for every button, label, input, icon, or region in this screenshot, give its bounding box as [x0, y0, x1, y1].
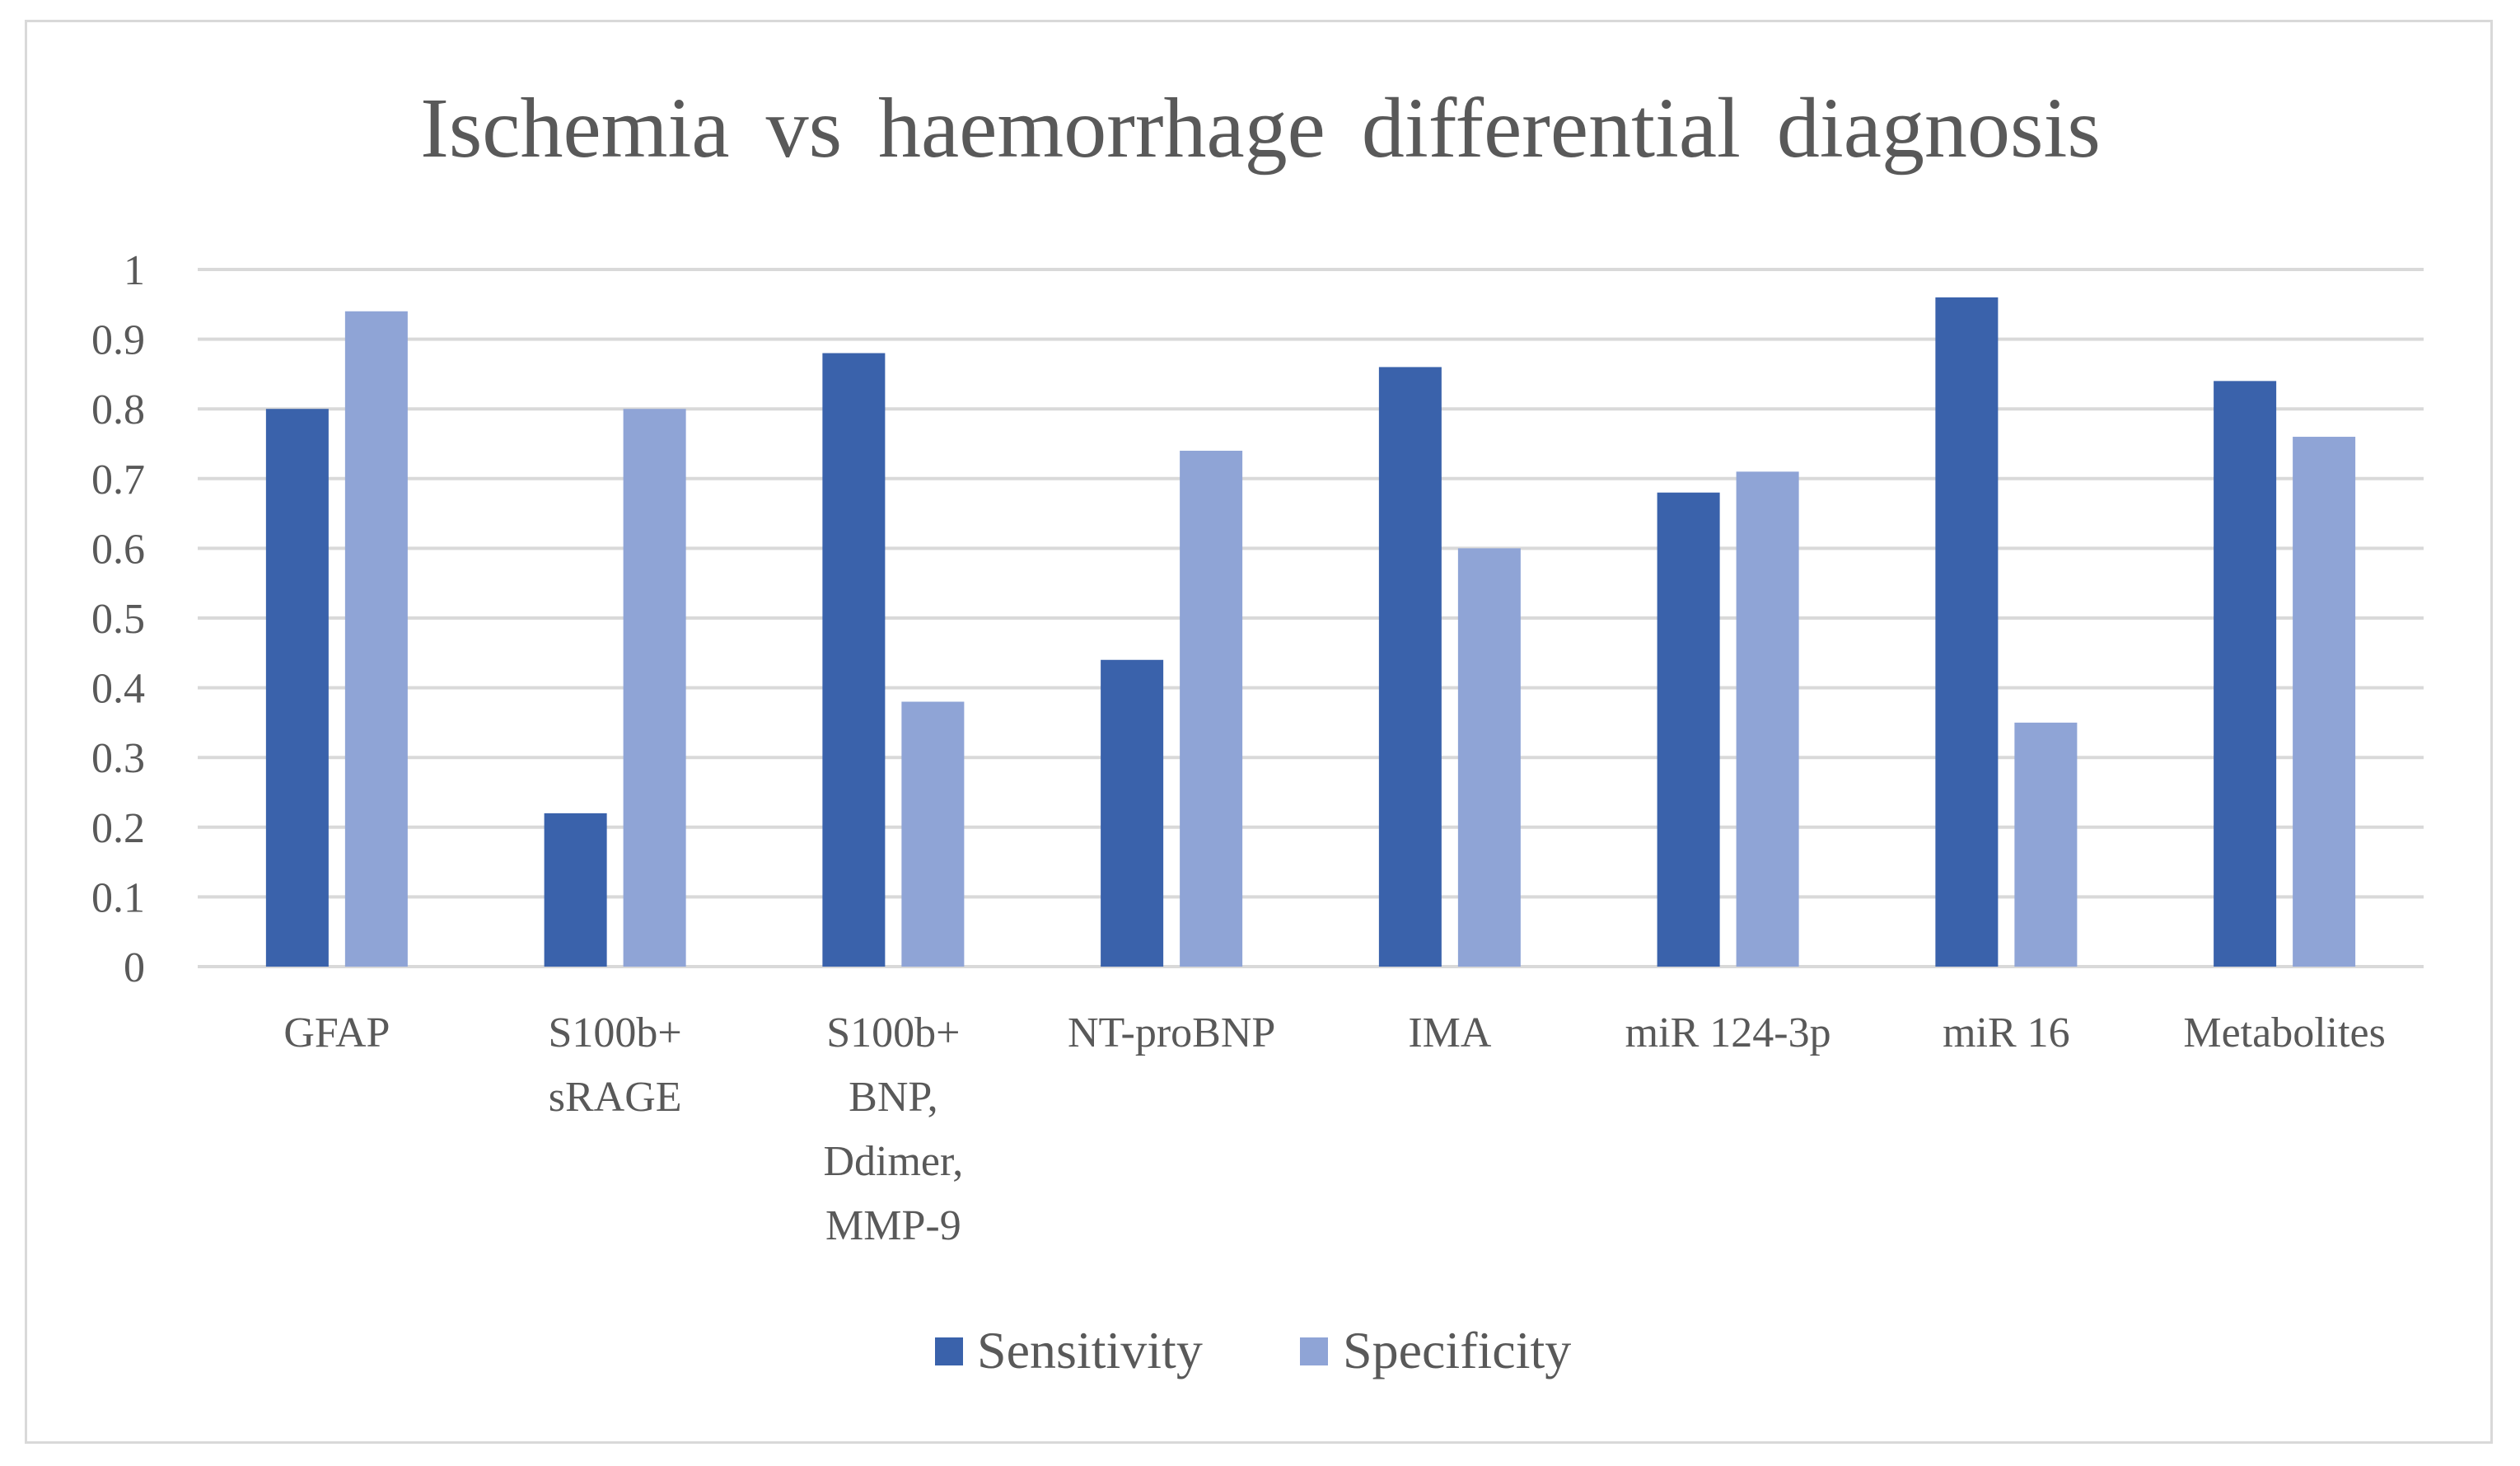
y-tick-label: 0.9	[91, 317, 145, 364]
legend-label-specificity: Specificity	[1343, 1321, 1571, 1379]
x-category-label: miR 16	[1943, 1009, 2070, 1056]
x-category-label: miR 124-3p	[1625, 1009, 1831, 1056]
chart-frame	[25, 20, 2493, 1444]
x-category-label-line: IMA	[1408, 1009, 1492, 1056]
y-tick-label: 0	[124, 944, 145, 991]
legend-swatch-specificity	[1300, 1337, 1328, 1365]
x-category-label: NT-proBNP	[1068, 1009, 1275, 1056]
bar-specificity-1	[623, 409, 686, 967]
x-category-label-line: sRAGE	[549, 1074, 682, 1121]
x-category-label-line: Ddimer,	[823, 1138, 963, 1185]
bars	[265, 297, 2356, 967]
legend-label-sensitivity: Sensitivity	[977, 1321, 1203, 1379]
legend-swatch-sensitivity	[935, 1337, 963, 1365]
bar-sensitivity-0	[265, 409, 329, 967]
bar-specificity-4	[1457, 548, 1521, 967]
x-category-label: S100b+ BNP, Ddimer, MMP-9	[823, 1009, 963, 1249]
legend: Sensitivity Specificity	[935, 1321, 1571, 1379]
x-category-label: IMA	[1408, 1009, 1492, 1056]
y-tick-label: 0.7	[91, 457, 145, 503]
x-category-label-line: NT-proBNP	[1068, 1009, 1275, 1056]
x-axis-labels: GFAP S100b+ sRAGE S100b+ BNP, Ddimer, MMP-9 NT-…	[283, 1009, 2386, 1249]
y-axis-ticks: 0 0.1 0.2 0.3 0.4 0.5 0.6 0.7 0.8 0.9 1	[91, 247, 145, 991]
x-category-label-line: S100b+	[549, 1009, 682, 1056]
bar-sensitivity-4	[1378, 367, 1442, 967]
x-category-label: S100b+ sRAGE	[549, 1009, 682, 1121]
bar-sensitivity-6	[1935, 297, 1999, 967]
bar-sensitivity-1	[544, 813, 607, 967]
y-tick-label: 1	[124, 247, 145, 294]
y-tick-label: 0.8	[91, 386, 145, 433]
x-category-label-line: MMP-9	[825, 1202, 961, 1249]
gridlines	[198, 268, 2424, 968]
x-category-label-line: miR 16	[1943, 1009, 2070, 1056]
y-tick-label: 0.5	[91, 596, 145, 643]
bar-sensitivity-7	[2214, 381, 2277, 967]
bar-specificity-5	[1736, 471, 1799, 967]
bar-specificity-2	[901, 701, 965, 967]
x-category-label: Metabolites	[2183, 1009, 2386, 1056]
x-category-label-line: GFAP	[283, 1009, 390, 1056]
y-tick-label: 0.3	[91, 735, 145, 782]
bar-sensitivity-5	[1657, 492, 1720, 967]
y-tick-label: 0.4	[91, 666, 145, 713]
bar-specificity-7	[2293, 437, 2356, 967]
y-tick-label: 0.1	[91, 874, 145, 921]
y-tick-label: 0.2	[91, 805, 145, 852]
y-tick-label: 0.6	[91, 526, 145, 573]
x-category-label-line: Metabolites	[2183, 1009, 2386, 1056]
x-category-label-line: BNP,	[849, 1074, 937, 1121]
chart-title: Ischemia vs haemorrhage differential dia…	[420, 81, 2101, 176]
bar-sensitivity-3	[1101, 659, 1164, 967]
bar-specificity-0	[344, 311, 408, 967]
x-category-label-line: S100b+	[826, 1009, 960, 1056]
bar-specificity-3	[1180, 450, 1243, 967]
bar-specificity-6	[2014, 722, 2078, 967]
bar-sensitivity-2	[822, 353, 886, 967]
x-category-label-line: miR 124-3p	[1625, 1009, 1831, 1056]
x-category-label: GFAP	[283, 1009, 390, 1056]
